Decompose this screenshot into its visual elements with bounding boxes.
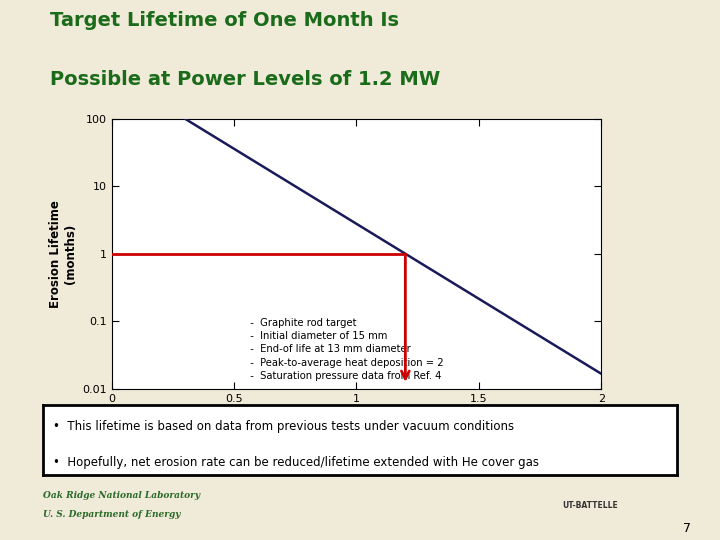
- Text: Target Lifetime of One Month Is: Target Lifetime of One Month Is: [50, 11, 400, 30]
- Text: Possible at Power Levels of 1.2 MW: Possible at Power Levels of 1.2 MW: [50, 70, 441, 89]
- Text: Oak Ridge National Laboratory: Oak Ridge National Laboratory: [43, 491, 200, 501]
- Text: UT-BATTELLE: UT-BATTELLE: [562, 501, 618, 510]
- Text: •  Hopefully, net erosion rate can be reduced/lifetime extended with He cover ga: • Hopefully, net erosion rate can be red…: [53, 456, 539, 469]
- Text: 7: 7: [683, 522, 691, 535]
- Y-axis label: Erosion Lifetime
(months): Erosion Lifetime (months): [48, 200, 76, 308]
- Text: -  Graphite rod target
  -  Initial diameter of 15 mm
  -  End-of life at 13 mm : - Graphite rod target - Initial diameter…: [244, 318, 444, 381]
- Text: U. S. Department of Energy: U. S. Department of Energy: [43, 510, 181, 519]
- X-axis label: Proton Beam Power (MW): Proton Beam Power (MW): [266, 409, 447, 422]
- Text: •  This lifetime is based on data from previous tests under vacuum conditions: • This lifetime is based on data from pr…: [53, 421, 514, 434]
